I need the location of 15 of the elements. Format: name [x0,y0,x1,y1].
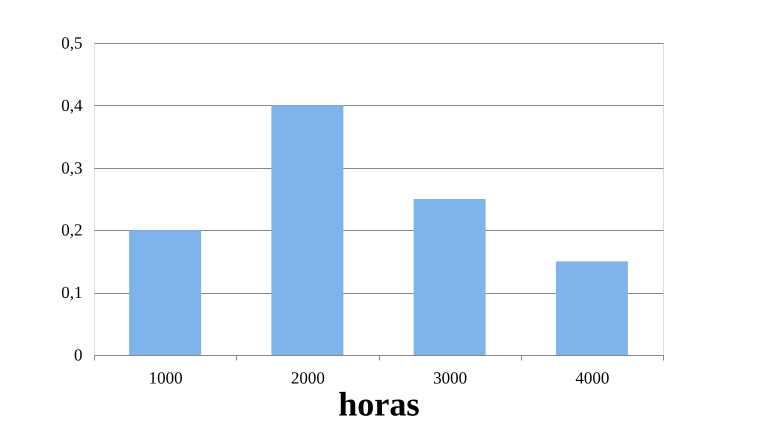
y-tick-label: 0,2 [61,220,82,240]
bar [414,199,486,355]
x-tick-label: 3000 [433,368,468,388]
y-tick-label: 0,3 [61,158,82,178]
x-tick-label: 4000 [575,368,610,388]
x-axis-title: horas [338,386,420,424]
x-tick-label: 1000 [148,368,183,388]
y-tick-label: 0 [74,346,82,364]
y-tick-label: 0,4 [61,96,83,115]
x-tick-label: 2000 [290,368,325,388]
bar [271,105,344,355]
bar [556,261,628,355]
y-tick-label: 0,5 [61,34,82,52]
bar [129,230,202,355]
y-tick-label: 0,1 [61,283,82,302]
